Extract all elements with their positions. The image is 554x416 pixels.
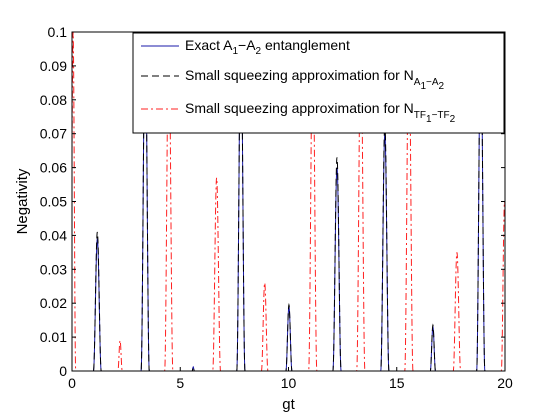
x-tick-label: 5	[176, 375, 184, 391]
legend-entry-1: Exact A1−A2 entanglement	[185, 37, 350, 57]
y-tick-label: 0.03	[40, 261, 67, 277]
legend: Exact A1−A2 entanglement Small squeezing …	[132, 32, 505, 134]
y-tick-label: 0.07	[40, 126, 67, 142]
x-tick-label: 0	[68, 375, 76, 391]
x-tick-label: 15	[389, 375, 405, 391]
x-tick-label: 20	[497, 375, 513, 391]
y-axis-label: Negativity	[14, 168, 31, 234]
legend-entry-3: Small squeezing approximation for NTF1−T…	[185, 100, 456, 125]
y-tick-label: 0.06	[40, 160, 67, 176]
y-tick-label: 0.02	[40, 295, 67, 311]
y-tick-label: 0.1	[48, 24, 68, 40]
y-tick-label: 0.09	[40, 58, 67, 74]
x-axis-label: gt	[282, 396, 295, 413]
y-tick-label: 0.08	[40, 92, 67, 108]
ticks-layer: 0 5 10 15 20 0 0.01 0.02 0.03 0.04 0.05 0.06 0.07 0.0…	[40, 24, 513, 391]
legend-entry-2: Small squeezing approximation for NA1−A2	[185, 67, 445, 92]
y-tick-label: 0.04	[40, 227, 67, 243]
y-tick-label: 0.05	[40, 194, 67, 210]
y-tick-label: 0.01	[40, 329, 67, 345]
y-tick-label: 0	[59, 363, 67, 379]
legend-box	[132, 32, 505, 134]
x-tick-label: 10	[281, 375, 297, 391]
